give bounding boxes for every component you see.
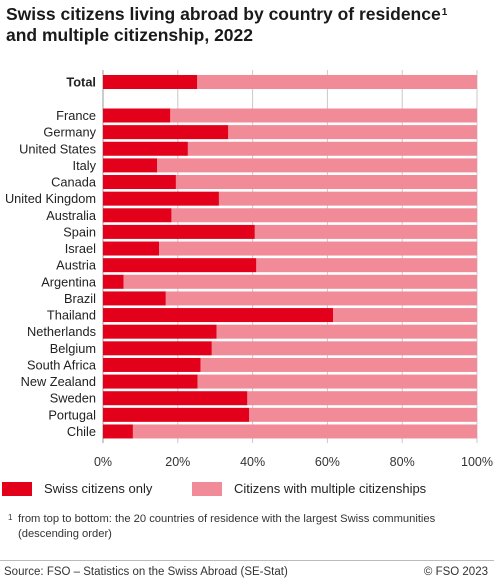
category-label-15: South Africa	[27, 357, 97, 372]
bar-multiple-18	[249, 407, 477, 422]
footer-divider	[0, 560, 494, 561]
bar-multiple-total	[197, 75, 478, 89]
category-label-9: Austria	[56, 258, 97, 273]
bar-swiss-only-2	[103, 141, 188, 156]
x-tick-label: 100%	[461, 455, 493, 469]
bar-swiss-only-18	[103, 407, 250, 422]
bar-multiple-1	[228, 125, 477, 140]
bar-swiss-only-3	[103, 158, 158, 173]
category-label-19: Chile	[67, 424, 96, 439]
category-label-2: United States	[19, 141, 96, 156]
category-label-13: Netherlands	[27, 324, 96, 339]
category-label-1: Germany	[43, 125, 96, 140]
bar-swiss-only-16	[103, 374, 198, 389]
bar-multiple-16	[197, 374, 477, 389]
title-footnote-marker: 1	[441, 7, 448, 18]
category-label-8: Israel	[65, 241, 96, 256]
bar-swiss-only-19	[103, 424, 133, 439]
legend-swatch-multiple	[192, 481, 222, 496]
title-line-1: Swiss citizens living abroad by country …	[6, 4, 441, 24]
category-label-5: United Kingdom	[5, 191, 96, 206]
bar-multiple-15	[200, 357, 477, 372]
legend-label-multiple: Citizens with multiple citizenships	[234, 481, 427, 496]
bar-swiss-only-6	[103, 208, 172, 223]
bar-swiss-only-15	[103, 357, 201, 372]
bar-multiple-8	[159, 241, 477, 256]
bar-swiss-only-9	[103, 258, 257, 273]
x-tick-label: 40%	[240, 455, 265, 469]
legend-item-multiple: Citizens with multiple citizenships	[192, 481, 426, 496]
bar-layer	[103, 75, 478, 439]
bar-swiss-only-4	[103, 175, 176, 190]
bar-swiss-only-8	[103, 241, 160, 256]
bar-swiss-only-11	[103, 291, 166, 306]
category-label-7: Spain	[63, 224, 96, 239]
chart-title: Swiss citizens living abroad by country …	[6, 4, 490, 46]
x-tick-label: 80%	[390, 455, 415, 469]
bar-multiple-14	[211, 341, 478, 356]
bar-swiss-only-13	[103, 324, 217, 339]
category-label-4: Canada	[51, 175, 97, 190]
category-label-0: France	[56, 108, 96, 123]
category-label-6: Australia	[46, 208, 97, 223]
bar-multiple-0	[170, 108, 477, 123]
bar-multiple-13	[216, 324, 478, 339]
category-label-14: Belgium	[50, 341, 96, 356]
bar-multiple-7	[254, 224, 477, 239]
title-line-2: and multiple citizenship, 2022	[6, 25, 254, 45]
footnote-number: 1	[8, 513, 13, 522]
legend-swatch-swiss-only	[2, 481, 32, 496]
x-tick-label: 0%	[94, 455, 112, 469]
bar-swiss-only-5	[103, 191, 219, 206]
bar-multiple-11	[165, 291, 477, 306]
tick-layer: 0% 20% 40% 60% 80% 100%	[94, 455, 493, 469]
category-label-18: Portugal	[48, 407, 96, 422]
bar-multiple-3	[157, 158, 478, 173]
copyright-text: © FSO 2023	[423, 566, 488, 578]
x-tick-label: 60%	[315, 455, 340, 469]
footnote-text: from top to bottom: the 20 countries of …	[18, 513, 436, 540]
legend-label-swiss-only: Swiss citizens only	[44, 481, 153, 496]
category-label-16: New Zealand	[21, 374, 96, 389]
category-label-3: Italy	[73, 158, 97, 173]
bar-multiple-12	[333, 308, 477, 323]
bar-multiple-10	[123, 274, 477, 289]
bar-multiple-5	[218, 191, 477, 206]
bar-swiss-only-0	[103, 108, 171, 123]
bar-swiss-only-14	[103, 341, 212, 356]
bar-multiple-6	[171, 208, 477, 223]
x-tick-label: 20%	[165, 455, 190, 469]
category-label-10: Argentina	[41, 274, 97, 289]
bar-swiss-only-total	[103, 75, 198, 89]
bar-swiss-only-12	[103, 308, 334, 323]
category-label-11: Brazil	[64, 291, 96, 306]
bar-multiple-2	[187, 141, 477, 156]
bar-swiss-only-17	[103, 391, 248, 406]
category-label-12: Thailand	[47, 308, 96, 323]
category-label-17: Sweden	[50, 391, 96, 406]
source-text: Source: FSO – Statistics on the Swiss Ab…	[4, 566, 288, 578]
category-label-total: Total	[66, 75, 96, 90]
bar-swiss-only-7	[103, 224, 255, 239]
bar-multiple-9	[256, 258, 477, 273]
footnote: 1 from top to bottom: the 20 countries o…	[8, 512, 488, 542]
bar-swiss-only-10	[103, 274, 124, 289]
bar-multiple-17	[247, 391, 477, 406]
legend-item-swiss-only: Swiss citizens only	[2, 481, 152, 496]
bar-swiss-only-1	[103, 125, 229, 140]
bar-multiple-4	[175, 175, 477, 190]
bar-multiple-19	[132, 424, 478, 439]
legend: Swiss citizens only Citizens with multip…	[0, 481, 494, 501]
